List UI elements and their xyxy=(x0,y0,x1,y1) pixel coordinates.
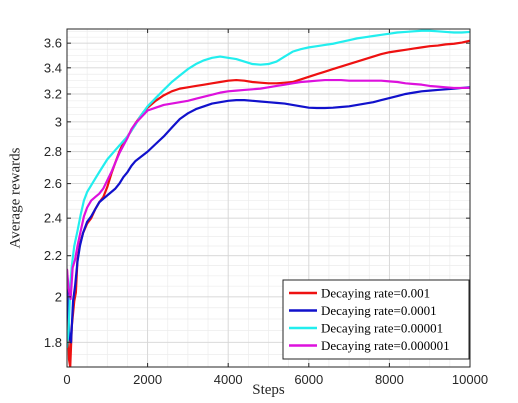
y-axis-label: Average rewards xyxy=(7,147,23,248)
y-tick-label: 2 xyxy=(55,289,62,304)
x-axis-label: Steps xyxy=(252,382,285,398)
y-tick-label: 2.2 xyxy=(44,248,62,263)
legend-label-1: Decaying rate=0.001 xyxy=(321,286,430,301)
y-axis-ticks: 1.8 2 2.2 2.4 2.6 2.8 3 3.2 3.4 3.6 xyxy=(44,36,470,350)
y-tick-label: 3 xyxy=(55,114,62,129)
x-tick-label: 10000 xyxy=(452,372,488,387)
x-tick-label: 2000 xyxy=(133,372,162,387)
x-tick-label: 8000 xyxy=(375,372,404,387)
x-tick-label: 0 xyxy=(63,372,70,387)
x-axis-ticks: 0 2000 4000 6000 8000 10000 xyxy=(63,29,488,387)
y-tick-label: 3.6 xyxy=(44,36,62,51)
legend-label-4: Decaying rate=0.000001 xyxy=(321,338,450,353)
series-line-4 xyxy=(67,78,470,301)
y-tick-label: 3.4 xyxy=(44,60,62,75)
y-tick-label: 2.6 xyxy=(44,176,62,191)
plot-frame xyxy=(66,28,471,368)
legend: Decaying rate=0.001 Decaying rate=0.0001 D… xyxy=(282,279,470,360)
legend-label-3: Decaying rate=0.00001 xyxy=(321,321,443,336)
series-line-2 xyxy=(67,86,470,344)
series-line-3 xyxy=(67,29,470,349)
series-layer xyxy=(67,29,470,367)
y-tick-label: 3.2 xyxy=(44,86,62,101)
x-tick-label: 6000 xyxy=(294,372,323,387)
x-tick-label: 4000 xyxy=(214,372,243,387)
y-tick-label: 2.8 xyxy=(44,144,62,159)
legend-label-2: Decaying rate=0.0001 xyxy=(321,303,437,318)
y-tick-label: 2.4 xyxy=(44,211,62,226)
y-tick-label: 1.8 xyxy=(44,335,62,350)
